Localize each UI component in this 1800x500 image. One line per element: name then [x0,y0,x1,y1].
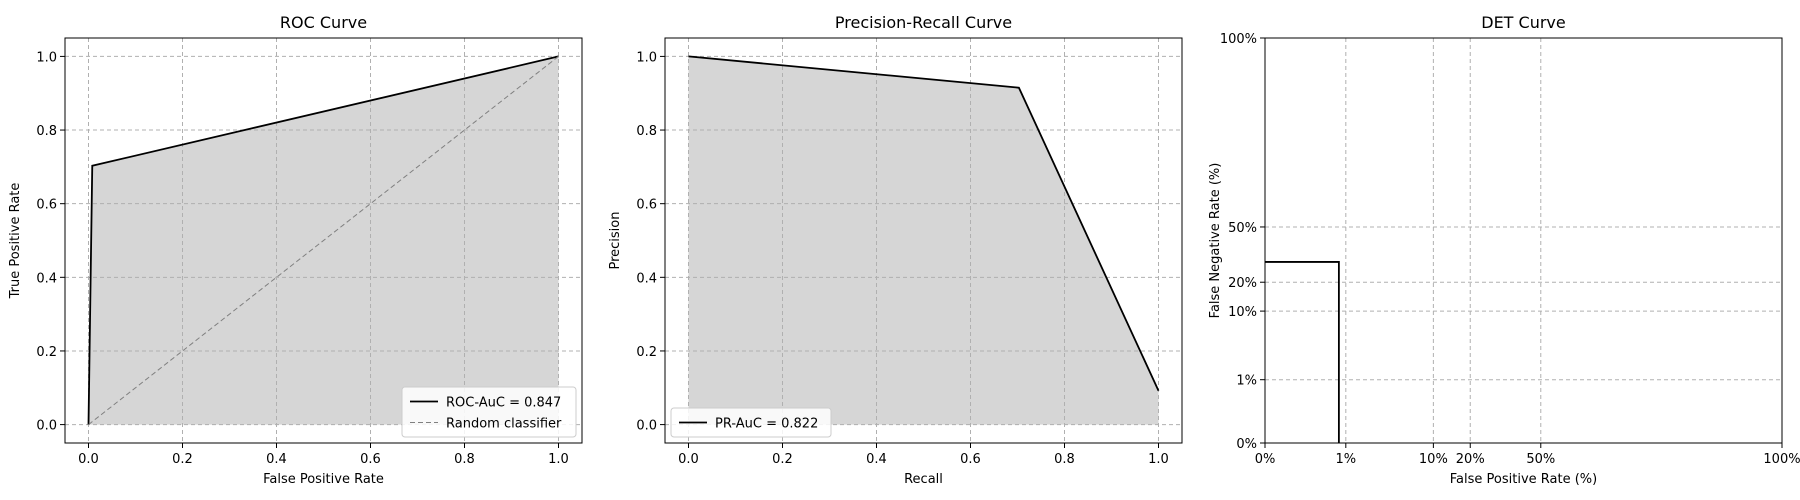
x-tick-label: 0.2 [772,452,793,467]
y-tick-label: 0% [1236,437,1257,452]
y-tick-label: 1.0 [36,50,57,65]
x-tick-label: 0.6 [960,452,981,467]
x-tick-label: 0% [1255,452,1276,467]
y-axis-label: Precision [608,211,623,269]
x-tick-label: 0.4 [266,452,287,467]
chart-panel-2: 0.0 0.2 0.4 0.6 0.8 1.0 0.0 0.2 0.4 0.6 0.8 1.0 Prec… [608,13,1183,487]
legend-label: ROC-AuC = 0.847 [446,396,561,411]
x-tick-label: 0.0 [678,452,699,467]
x-axis-label: False Positive Rate (%) [1450,472,1597,487]
series-line-1 [87,55,559,425]
y-axis-label: False Negative Rate (%) [1208,163,1223,319]
legend-label: Random classifier [446,417,562,432]
y-axis-label: True Positive Rate [8,183,23,300]
x-tick-label: 0.8 [454,452,475,467]
y-tick-label: 1% [1236,374,1257,389]
y-tick-label: 0.4 [36,271,57,286]
area-fill-1 [688,56,1159,425]
series-line-1 [688,55,1160,392]
legend-box [401,386,577,438]
y-tick-label: 0.0 [636,419,657,434]
x-tick-label: 0.0 [78,452,99,467]
y-tick-label: 0.4 [636,271,657,286]
y-tick-label: 50% [1228,221,1257,236]
y-tick-label: 0.2 [36,345,57,360]
y-tick-label: 1.0 [636,50,657,65]
x-axis-label: Recall [904,472,943,487]
x-tick-label: 0.6 [360,452,381,467]
legend: PR-AuC = 0.822 [670,407,832,438]
x-tick-label: 100% [1763,452,1800,467]
x-tick-label: 0.2 [172,452,193,467]
x-tick-label: 0.4 [866,452,887,467]
y-tick-label: 0.0 [36,419,57,434]
y-tick-label: 0.8 [36,124,57,139]
chart-panel-3: 0% 1% 10% 20% 50% 100% 0% 1% 10% 20% 50% 100% DET Cu… [1208,13,1800,487]
x-tick-label: 1.0 [548,452,569,467]
y-tick-label: 0.6 [636,198,657,213]
chart-title: DET Curve [1481,13,1566,32]
chart-panel-1: 0.0 0.2 0.4 0.6 0.8 1.0 0.0 0.2 0.4 0.6 0.8 1.0 ROC … [8,13,583,487]
axes-frame [1264,37,1783,444]
chart-title: Precision-Recall Curve [835,13,1012,32]
x-tick-label: 10% [1419,452,1448,467]
legend-label: PR-AuC = 0.822 [715,417,818,432]
legend-box [670,407,832,438]
series-line-2 [88,56,559,425]
x-tick-label: 1% [1335,452,1356,467]
chart-title: ROC Curve [280,13,367,32]
x-tick-label: 0.8 [1054,452,1075,467]
x-tick-label: 20% [1456,452,1485,467]
y-tick-label: 100% [1220,32,1257,47]
y-tick-label: 0.6 [36,198,57,213]
y-tick-label: 0.8 [636,124,657,139]
y-tick-label: 10% [1228,305,1257,320]
y-tick-label: 0.2 [636,345,657,360]
axes-frame [64,37,583,444]
axes-frame [664,37,1183,444]
y-tick-label: 20% [1228,276,1257,291]
x-axis-label: False Positive Rate [263,472,384,487]
x-tick-label: 50% [1526,452,1555,467]
x-tick-label: 1.0 [1148,452,1169,467]
legend: ROC-AuC = 0.847 Random classifier [401,386,577,438]
series-line-1 [1265,261,1340,443]
